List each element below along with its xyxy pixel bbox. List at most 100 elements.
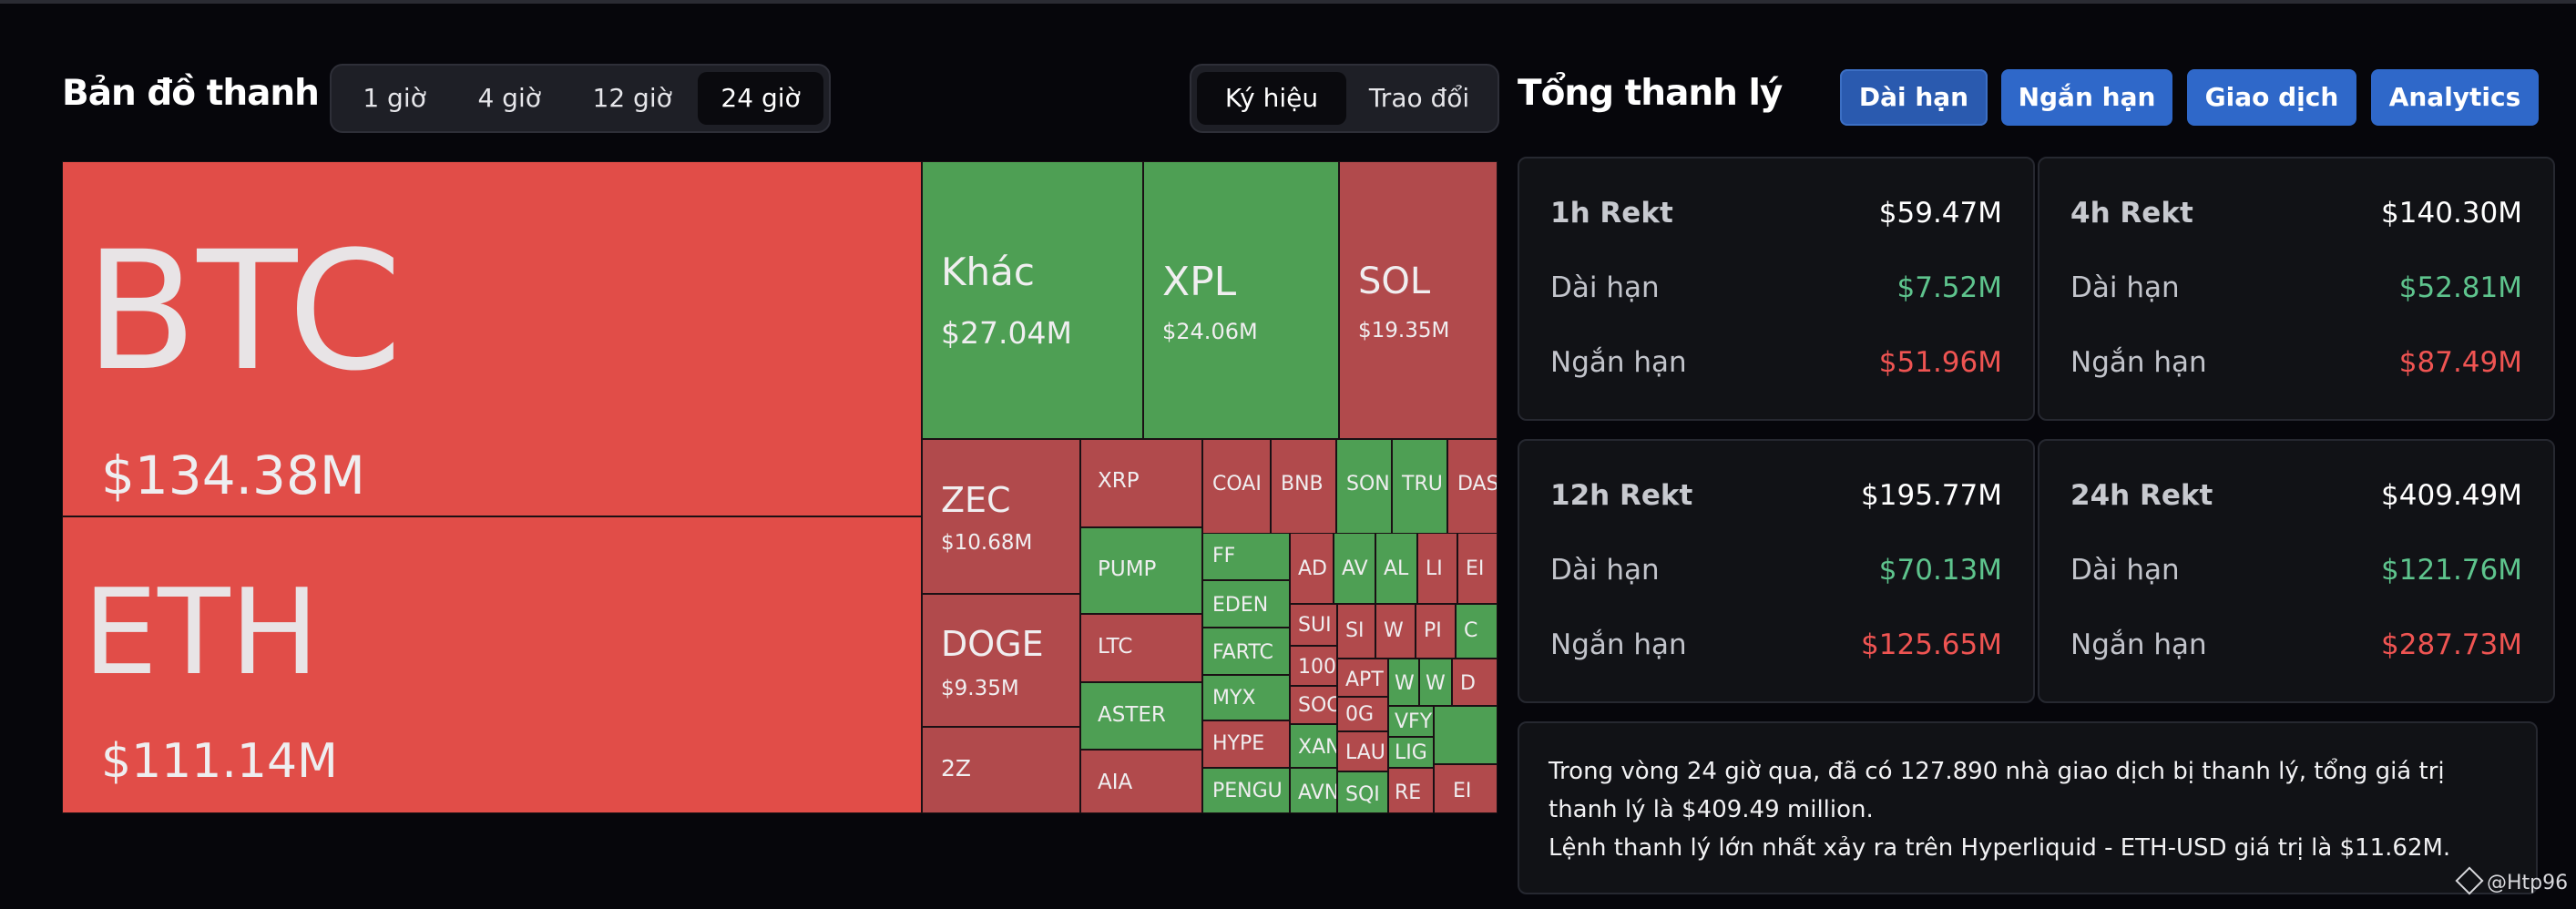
cell-symbol: ETH <box>83 563 320 701</box>
summary-line-2: Lệnh thanh lý lớn nhất xảy ra trên Hyper… <box>1549 834 2451 862</box>
treemap-cell-ei[interactable]: EI <box>1457 533 1498 604</box>
cell-symbol: HYPE <box>1212 732 1265 755</box>
treemap-cell-xan[interactable]: XAN <box>1290 724 1337 768</box>
cell-symbol: SOL <box>1358 260 1431 302</box>
treemap-cell-si[interactable]: SI <box>1337 604 1375 659</box>
period-label: 12h Rekt <box>1550 479 1693 512</box>
treemap-cell-sol[interactable]: SOL $19.35M <box>1339 161 1498 439</box>
treemap-cell-al[interactable]: AL <box>1375 533 1417 604</box>
total-value: $195.77M <box>1861 479 2002 512</box>
treemap-cell-d[interactable]: D <box>1452 659 1498 706</box>
treemap-cell-pi[interactable]: PI <box>1416 604 1456 659</box>
cell-symbol: XPL <box>1162 259 1237 305</box>
treemap-cell-aster[interactable]: ASTER <box>1080 682 1202 750</box>
treemap-cell-zec[interactable]: ZEC $10.68M <box>922 439 1080 594</box>
treemap-cell-lau[interactable]: LAU <box>1337 731 1388 771</box>
treemap-cell-1000[interactable]: 1000 <box>1290 646 1337 686</box>
short-value: $125.65M <box>1861 628 2002 661</box>
treemap-cell-sqi[interactable]: SQI <box>1337 771 1388 813</box>
long-label: Dài hạn <box>1550 271 1660 304</box>
treemap-cell-ff[interactable]: FF <box>1202 533 1290 580</box>
rekt-card-12h: 12h Rekt $195.77M Dài hạn $70.13M Ngắn hạn… <box>1518 439 2035 703</box>
treemap-cell-small-green[interactable] <box>1434 706 1498 764</box>
cell-symbol: PENGU <box>1212 780 1283 802</box>
long-label: Dài hạn <box>2070 554 2180 587</box>
treemap-cell-re[interactable]: RE <box>1388 768 1434 813</box>
treemap-cell-eden[interactable]: EDEN <box>1202 580 1290 628</box>
top-divider <box>0 0 2576 4</box>
rekt-card-24h: 24h Rekt $409.49M Dài hạn $121.76M Ngắn hạ… <box>2038 439 2555 703</box>
treemap-cell-btc[interactable]: BTC $134.38M <box>62 161 922 516</box>
cell-symbol: LI <box>1426 557 1443 580</box>
trades-button[interactable]: Giao dịch <box>2187 69 2356 126</box>
treemap-cell-c[interactable]: C <box>1456 604 1498 659</box>
timeframe-4h[interactable]: 4 giờ <box>477 83 541 113</box>
treemap-cell-ltc[interactable]: LTC <box>1080 614 1202 682</box>
treemap-cell-xpl[interactable]: XPL $24.06M <box>1143 161 1339 439</box>
cell-symbol: ZEC <box>941 480 1011 520</box>
long-value: $7.52M <box>1896 271 2003 304</box>
cell-symbol: APT <box>1345 669 1384 691</box>
treemap-cell-ei2[interactable]: EI <box>1434 764 1498 813</box>
treemap-cell-0g[interactable]: 0G <box>1337 697 1388 731</box>
timeframe-24h[interactable]: 24 giờ <box>698 72 823 125</box>
cell-symbol: AIA <box>1098 771 1133 794</box>
treemap-cell-soc[interactable]: SOC <box>1290 686 1337 724</box>
cell-symbol: COAI <box>1212 473 1262 495</box>
treemap-cell-pump[interactable]: PUMP <box>1080 527 1202 614</box>
cell-symbol: EI <box>1466 557 1485 580</box>
cell-symbol: SQI <box>1345 783 1380 806</box>
rekt-card-1h: 1h Rekt $59.47M Dài hạn $7.52M Ngắn hạn $51… <box>1518 157 2035 421</box>
total-value: $409.49M <box>2381 479 2522 512</box>
treemap-cell-w2[interactable]: W <box>1388 659 1419 706</box>
total-liquidations-title: Tổng thanh lý <box>1518 73 1783 114</box>
short-value: $287.73M <box>2381 628 2522 661</box>
treemap-cell-av[interactable]: AV <box>1334 533 1375 604</box>
treemap-cell-doge[interactable]: DOGE $9.35M <box>922 594 1080 727</box>
treemap-cell-ad[interactable]: AD <box>1290 533 1334 604</box>
cell-value: $24.06M <box>1162 319 1258 344</box>
short-label: Ngắn hạn <box>2070 628 2207 661</box>
treemap-cell-xrp[interactable]: XRP <box>1080 439 1202 527</box>
timeframe-12h[interactable]: 12 giờ <box>592 83 672 113</box>
view-symbol-option[interactable]: Ký hiệu <box>1197 72 1346 125</box>
short-value: $51.96M <box>1878 346 2002 379</box>
total-value: $140.30M <box>2381 197 2522 230</box>
treemap-cell-other[interactable]: Khác $27.04M <box>922 161 1143 439</box>
treemap-cell-pengu[interactable]: PENGU <box>1202 768 1290 813</box>
cell-symbol: C <box>1464 619 1478 642</box>
cell-symbol: VFY <box>1395 710 1433 733</box>
cell-symbol: LIG <box>1395 741 1427 764</box>
treemap-cell-li[interactable]: LI <box>1417 533 1457 604</box>
treemap-cell-sui[interactable]: SUI <box>1290 604 1337 646</box>
long-button[interactable]: Dài hạn <box>1840 69 1988 126</box>
treemap-cell-2z[interactable]: 2Z <box>922 727 1080 813</box>
treemap-cell-apt[interactable]: APT <box>1337 659 1388 697</box>
cell-symbol: 0G <box>1345 703 1375 726</box>
cell-symbol: SUI <box>1298 614 1332 637</box>
cell-value: $19.35M <box>1358 319 1450 342</box>
treemap-cell-myx[interactable]: MYX <box>1202 675 1290 720</box>
treemap-cell-fartcoin[interactable]: FARTC <box>1202 628 1290 675</box>
cell-value: $10.68M <box>941 531 1033 555</box>
treemap-cell-aia[interactable]: AIA <box>1080 750 1202 813</box>
treemap-cell-hype[interactable]: HYPE <box>1202 720 1290 768</box>
treemap-cell-lig[interactable]: LIG <box>1388 737 1434 768</box>
cell-symbol: AV <box>1342 557 1368 580</box>
watermark: @Htp96 <box>2455 866 2568 895</box>
cell-symbol: SOC <box>1298 694 1337 717</box>
view-exchange-option[interactable]: Trao đổi <box>1368 83 1470 113</box>
analytics-button[interactable]: Analytics <box>2371 69 2539 126</box>
cell-symbol: LTC <box>1098 635 1133 659</box>
short-button[interactable]: Ngắn hạn <box>2001 69 2172 126</box>
short-label: Ngắn hạn <box>1550 346 1687 379</box>
treemap-cell-vfy[interactable]: VFY <box>1388 706 1434 737</box>
timeframe-1h[interactable]: 1 giờ <box>363 83 426 113</box>
treemap-cell-avn[interactable]: AVN <box>1290 768 1337 813</box>
treemap-cell-w1[interactable]: W <box>1375 604 1416 659</box>
treemap-cell-eth[interactable]: ETH $111.14M <box>62 516 922 813</box>
cell-symbol: BTC <box>85 217 403 407</box>
treemap-cell-w3[interactable]: W <box>1419 659 1452 706</box>
period-label: 24h Rekt <box>2070 479 2213 512</box>
cell-symbol: XRP <box>1098 469 1140 493</box>
